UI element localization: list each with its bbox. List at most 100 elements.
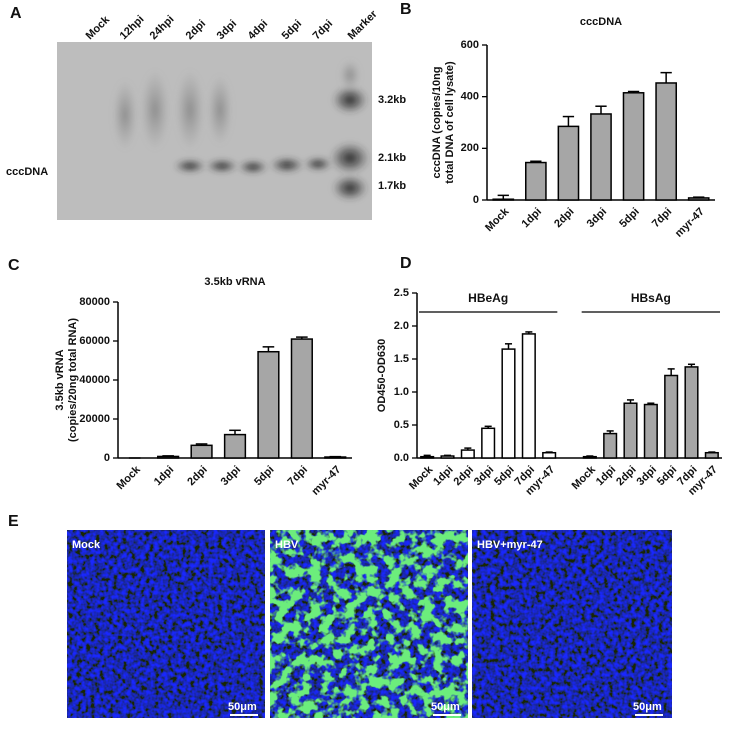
bar: [623, 402, 638, 459]
lane-label: 4dpi: [246, 18, 270, 42]
lane-label: 7dpi: [311, 18, 335, 42]
bar: [603, 432, 618, 459]
bar: [501, 348, 516, 459]
x-tick-label: 1dpi: [594, 464, 618, 488]
bar: [440, 455, 455, 459]
x-tick-label: 5dpi: [617, 206, 641, 230]
bar: [223, 433, 247, 459]
scale-label: 50μm: [228, 701, 257, 713]
bar: [257, 350, 280, 459]
y-tick-label: 1.0: [394, 386, 409, 398]
lane-label: 2dpi: [184, 18, 208, 42]
x-tick-label: 7dpi: [286, 464, 310, 488]
x-tick-label: 3dpi: [635, 464, 659, 488]
y-axis-label: (copies/20ng total RNA): [67, 318, 79, 442]
y-tick-label: 2.0: [394, 320, 409, 332]
x-tick-label: Mock: [570, 463, 599, 492]
x-tick-label: 3dpi: [585, 206, 609, 230]
chart-title: 3.5kb vRNA: [204, 276, 265, 288]
micrograph-green: [270, 530, 468, 718]
bar: [655, 82, 677, 201]
bar: [704, 451, 719, 459]
chart-title: cccDNA: [580, 16, 622, 28]
panel-label: D: [400, 255, 412, 272]
x-tick-label: 2dpi: [614, 464, 638, 488]
y-tick-label: 20000: [79, 413, 110, 425]
x-tick-label: 1dpi: [431, 464, 455, 488]
y-tick-label: 60000: [79, 335, 110, 347]
y-axis-label: OD450-OD630: [376, 339, 388, 412]
scale-label: 50μm: [633, 701, 662, 713]
lane-label: 12hpi: [118, 13, 147, 42]
y-tick-label: 80000: [79, 296, 110, 308]
blot: Mock 12hpi 24hpi 2dpi 3dpi 4dpi 5dpi 7dpi Marker…: [6, 8, 406, 220]
bar: [684, 366, 699, 459]
bar: [420, 455, 435, 459]
y-tick-label: 0.5: [394, 419, 409, 431]
micrograph-label: HBV+myr-47: [477, 539, 543, 551]
y-axis-label: total DNA of cell lysate): [444, 61, 456, 184]
x-tick-label: 3dpi: [219, 464, 243, 488]
x-tick-label: 2dpi: [452, 464, 476, 488]
bar: [643, 403, 658, 459]
y-tick-label: 40000: [79, 374, 110, 386]
micrographs: Mock HBV HBV+myr-47 50μm 50μm 50μm: [67, 530, 672, 718]
lane-label: 3dpi: [215, 18, 239, 42]
marker-label: 2.1kb: [378, 152, 406, 164]
y-tick-label: 200: [461, 142, 479, 154]
bar: [557, 125, 580, 201]
lane-label: Marker: [346, 8, 381, 43]
bar: [525, 161, 547, 201]
panel-label: A: [10, 5, 22, 22]
x-tick-label: 3dpi: [472, 464, 496, 488]
lane-label: Mock: [84, 13, 113, 42]
x-tick-label: 5dpi: [655, 464, 679, 488]
y-tick-label: 0: [104, 452, 110, 464]
micrograph-label: HBV: [275, 539, 299, 551]
y-tick-label: 0.0: [394, 452, 409, 464]
x-tick-label: myr-47: [309, 464, 343, 498]
y-tick-label: 600: [461, 39, 479, 51]
x-tick-label: myr-47: [673, 206, 707, 240]
x-tick-label: 5dpi: [252, 464, 276, 488]
y-tick-label: 2.5: [394, 287, 409, 299]
bar: [582, 455, 597, 459]
x-tick-label: Mock: [115, 463, 144, 492]
scale-label: 50μm: [431, 701, 460, 713]
bar: [664, 374, 679, 459]
y-tick-label: 0: [473, 194, 479, 206]
bar: [190, 444, 213, 459]
micrograph-label: Mock: [72, 539, 101, 551]
band-label: cccDNA: [6, 166, 48, 178]
marker-label: 1.7kb: [378, 180, 406, 192]
panel-labels: A B C D E: [8, 1, 412, 530]
x-tick-label: Mock: [483, 205, 512, 234]
lane-label: 24hpi: [148, 13, 177, 42]
bar: [492, 198, 515, 201]
x-tick-label: Mock: [407, 463, 436, 492]
x-tick-label: 7dpi: [650, 206, 674, 230]
x-tick-label: 1dpi: [520, 206, 544, 230]
x-tick-label: 2dpi: [185, 464, 209, 488]
panel-label: E: [8, 513, 19, 530]
bar: [542, 451, 557, 459]
bar: [622, 92, 645, 201]
group-label: HBeAg: [468, 291, 508, 305]
group-label: HBsAg: [631, 291, 671, 305]
bar: [687, 197, 710, 201]
bar: [481, 427, 496, 459]
y-axis-label: cccDNA (copies/10ng: [431, 66, 443, 178]
x-tick-label: 5dpi: [492, 464, 516, 488]
lane-label: 5dpi: [280, 18, 304, 42]
bar: [521, 333, 536, 459]
y-axis-label: 3.5kb vRNA: [54, 349, 66, 410]
bar: [590, 113, 612, 201]
bar: [290, 338, 313, 459]
panel-label: C: [8, 257, 20, 274]
x-tick-label: 2dpi: [552, 206, 576, 230]
y-tick-label: 400: [461, 91, 479, 103]
x-tick-label: 1dpi: [152, 464, 176, 488]
y-tick-label: 1.5: [394, 353, 409, 365]
panel-label: B: [400, 1, 412, 18]
